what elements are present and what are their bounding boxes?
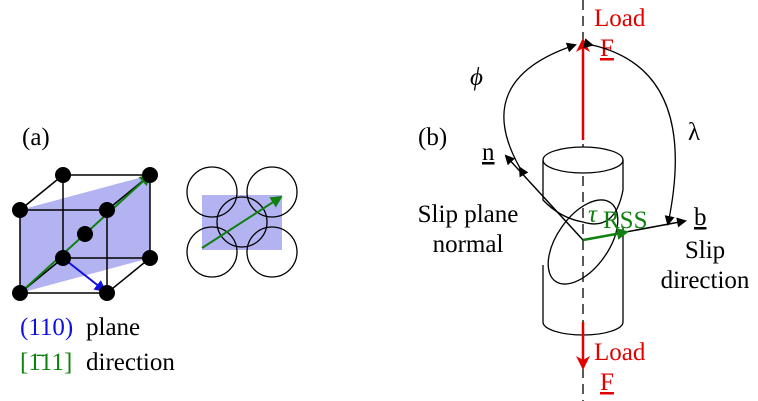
normal-arrow — [504, 154, 584, 241]
direction-label: Slip — [685, 237, 725, 264]
stress-subscript: RSS — [603, 207, 647, 234]
normal-label: normal — [433, 231, 504, 258]
load-symbol: F — [600, 35, 614, 62]
direction-label: direction — [661, 267, 750, 294]
load-label: Load — [594, 5, 646, 32]
angle-lambda: λ — [688, 119, 700, 146]
panel-label: (b) — [418, 124, 447, 151]
direction-index: [1̄11] — [20, 349, 72, 376]
cube — [12, 167, 158, 301]
load-symbol: F — [600, 369, 614, 396]
normal-label: Slip plane — [418, 201, 519, 228]
plane-view — [186, 166, 298, 278]
plane-text: plane — [86, 314, 140, 341]
load-label: Load — [594, 339, 646, 366]
panel-label: (a) — [22, 124, 50, 151]
stress-arrow — [582, 227, 629, 242]
plane-index: (110) — [20, 314, 73, 341]
direction-text: direction — [86, 349, 175, 376]
normal-symbol: n — [482, 139, 495, 166]
stress-symbol: τ — [588, 201, 598, 228]
angle-arcs — [503, 38, 676, 226]
direction-symbol: b — [694, 204, 707, 231]
angle-phi: ϕ — [470, 64, 483, 91]
